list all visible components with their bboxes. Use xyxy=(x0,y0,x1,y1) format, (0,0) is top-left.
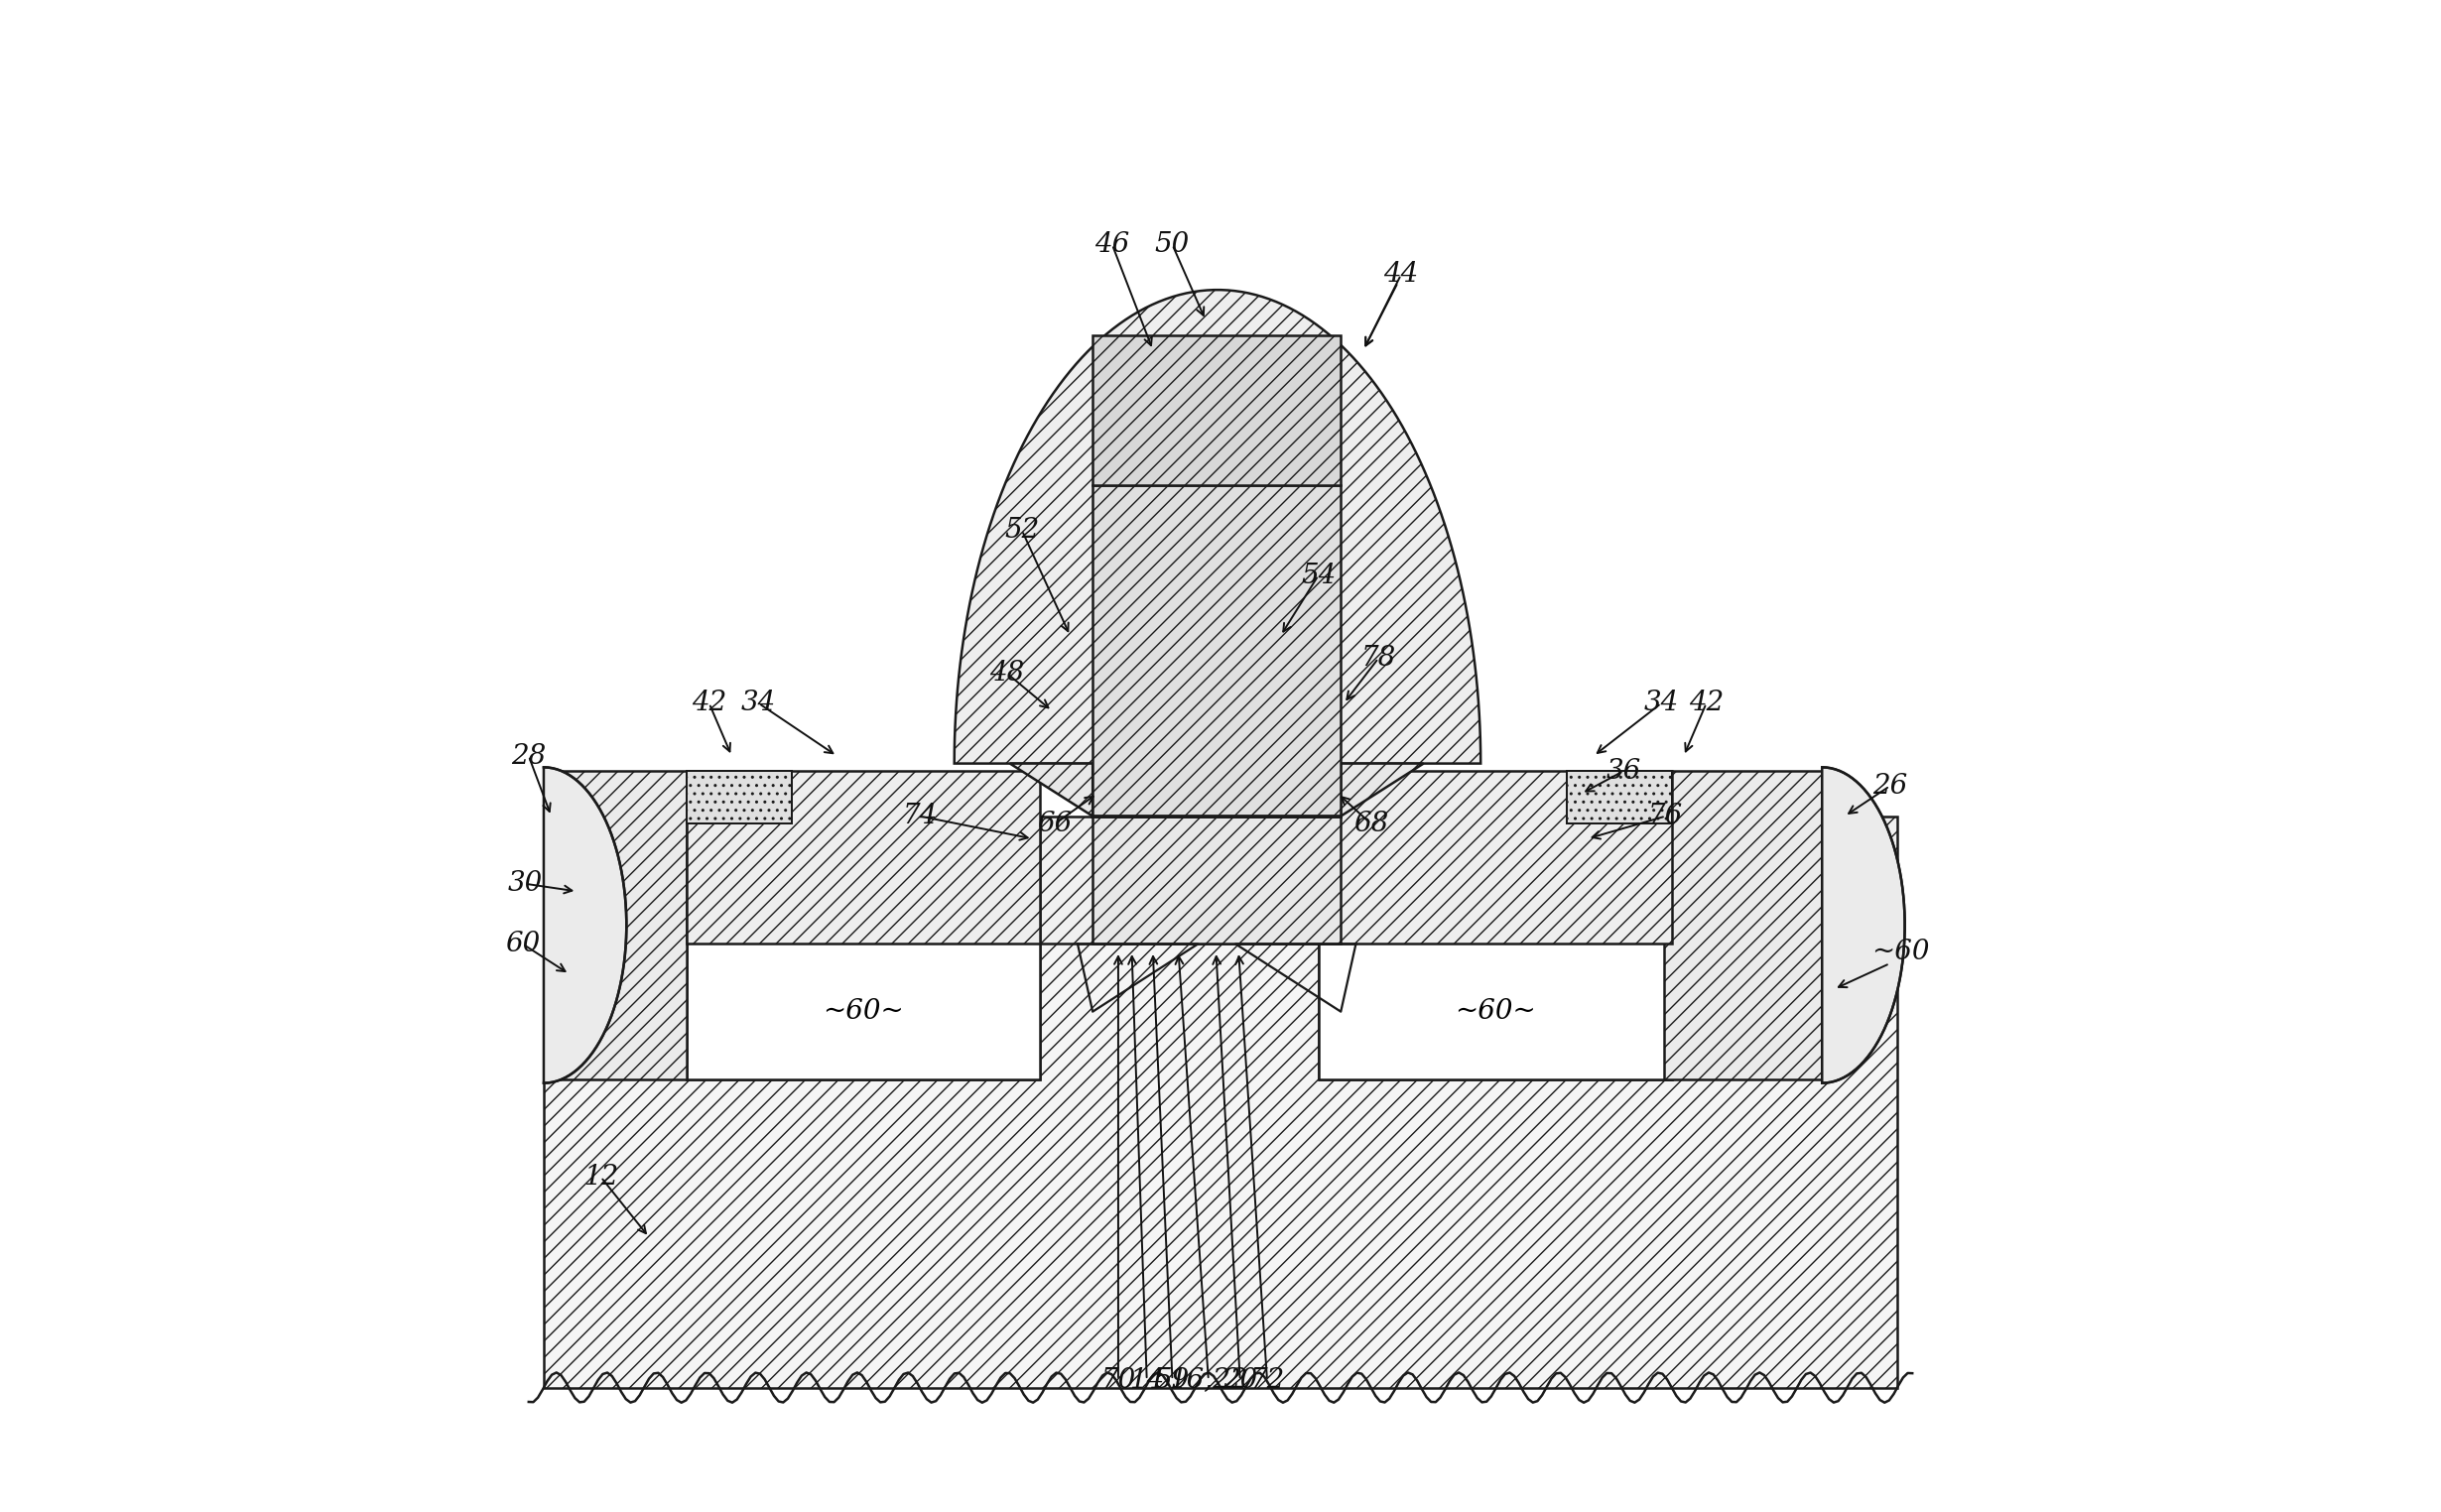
Text: 59: 59 xyxy=(1155,1367,1189,1394)
Text: 52: 52 xyxy=(1006,517,1040,544)
Bar xyxy=(1094,336,1340,485)
Bar xyxy=(1094,816,1340,943)
Text: 26: 26 xyxy=(1872,773,1906,800)
Bar xyxy=(686,816,1040,1080)
Text: 72: 72 xyxy=(1250,1367,1284,1394)
Bar xyxy=(1094,485,1340,816)
Text: 42: 42 xyxy=(1689,689,1723,717)
Bar xyxy=(1318,943,1672,1080)
Polygon shape xyxy=(1821,767,1904,1083)
Text: 20: 20 xyxy=(1223,1367,1257,1394)
Text: 36: 36 xyxy=(1606,758,1640,785)
Text: 46: 46 xyxy=(1094,231,1130,259)
Text: 66: 66 xyxy=(1037,810,1072,838)
Bar xyxy=(686,771,1040,943)
Text: 76: 76 xyxy=(1648,803,1684,830)
Text: 16,22: 16,22 xyxy=(1169,1367,1247,1394)
Text: 70: 70 xyxy=(1101,1367,1135,1394)
Text: 28: 28 xyxy=(510,742,547,770)
Text: 50: 50 xyxy=(1155,231,1189,259)
Text: 74: 74 xyxy=(903,803,937,830)
Text: 42: 42 xyxy=(691,689,727,717)
Bar xyxy=(1318,771,1672,943)
Polygon shape xyxy=(954,290,1482,764)
Text: ~60~: ~60~ xyxy=(823,998,903,1025)
Text: 34: 34 xyxy=(1643,689,1679,717)
Bar xyxy=(686,771,791,824)
Bar xyxy=(1665,771,1821,1080)
Text: 12: 12 xyxy=(583,1164,618,1190)
Text: 14: 14 xyxy=(1130,1367,1164,1394)
Text: 44: 44 xyxy=(1384,262,1418,289)
Bar xyxy=(1318,816,1672,1080)
Polygon shape xyxy=(544,767,627,1083)
Text: 54: 54 xyxy=(1301,562,1335,590)
Text: 34: 34 xyxy=(742,689,776,717)
Polygon shape xyxy=(1340,764,1423,816)
Polygon shape xyxy=(1011,764,1094,816)
Bar xyxy=(686,943,1040,1080)
Bar xyxy=(544,816,1897,943)
Text: 68: 68 xyxy=(1352,810,1389,838)
Bar xyxy=(544,936,1897,1388)
Text: 48: 48 xyxy=(989,659,1025,686)
Text: 30: 30 xyxy=(508,871,544,897)
Text: 60: 60 xyxy=(505,930,539,957)
Bar xyxy=(544,771,686,1080)
Text: ~60: ~60 xyxy=(1872,937,1928,965)
Text: 78: 78 xyxy=(1362,644,1396,671)
Bar xyxy=(1567,771,1672,824)
Text: ~60~: ~60~ xyxy=(1455,998,1535,1025)
